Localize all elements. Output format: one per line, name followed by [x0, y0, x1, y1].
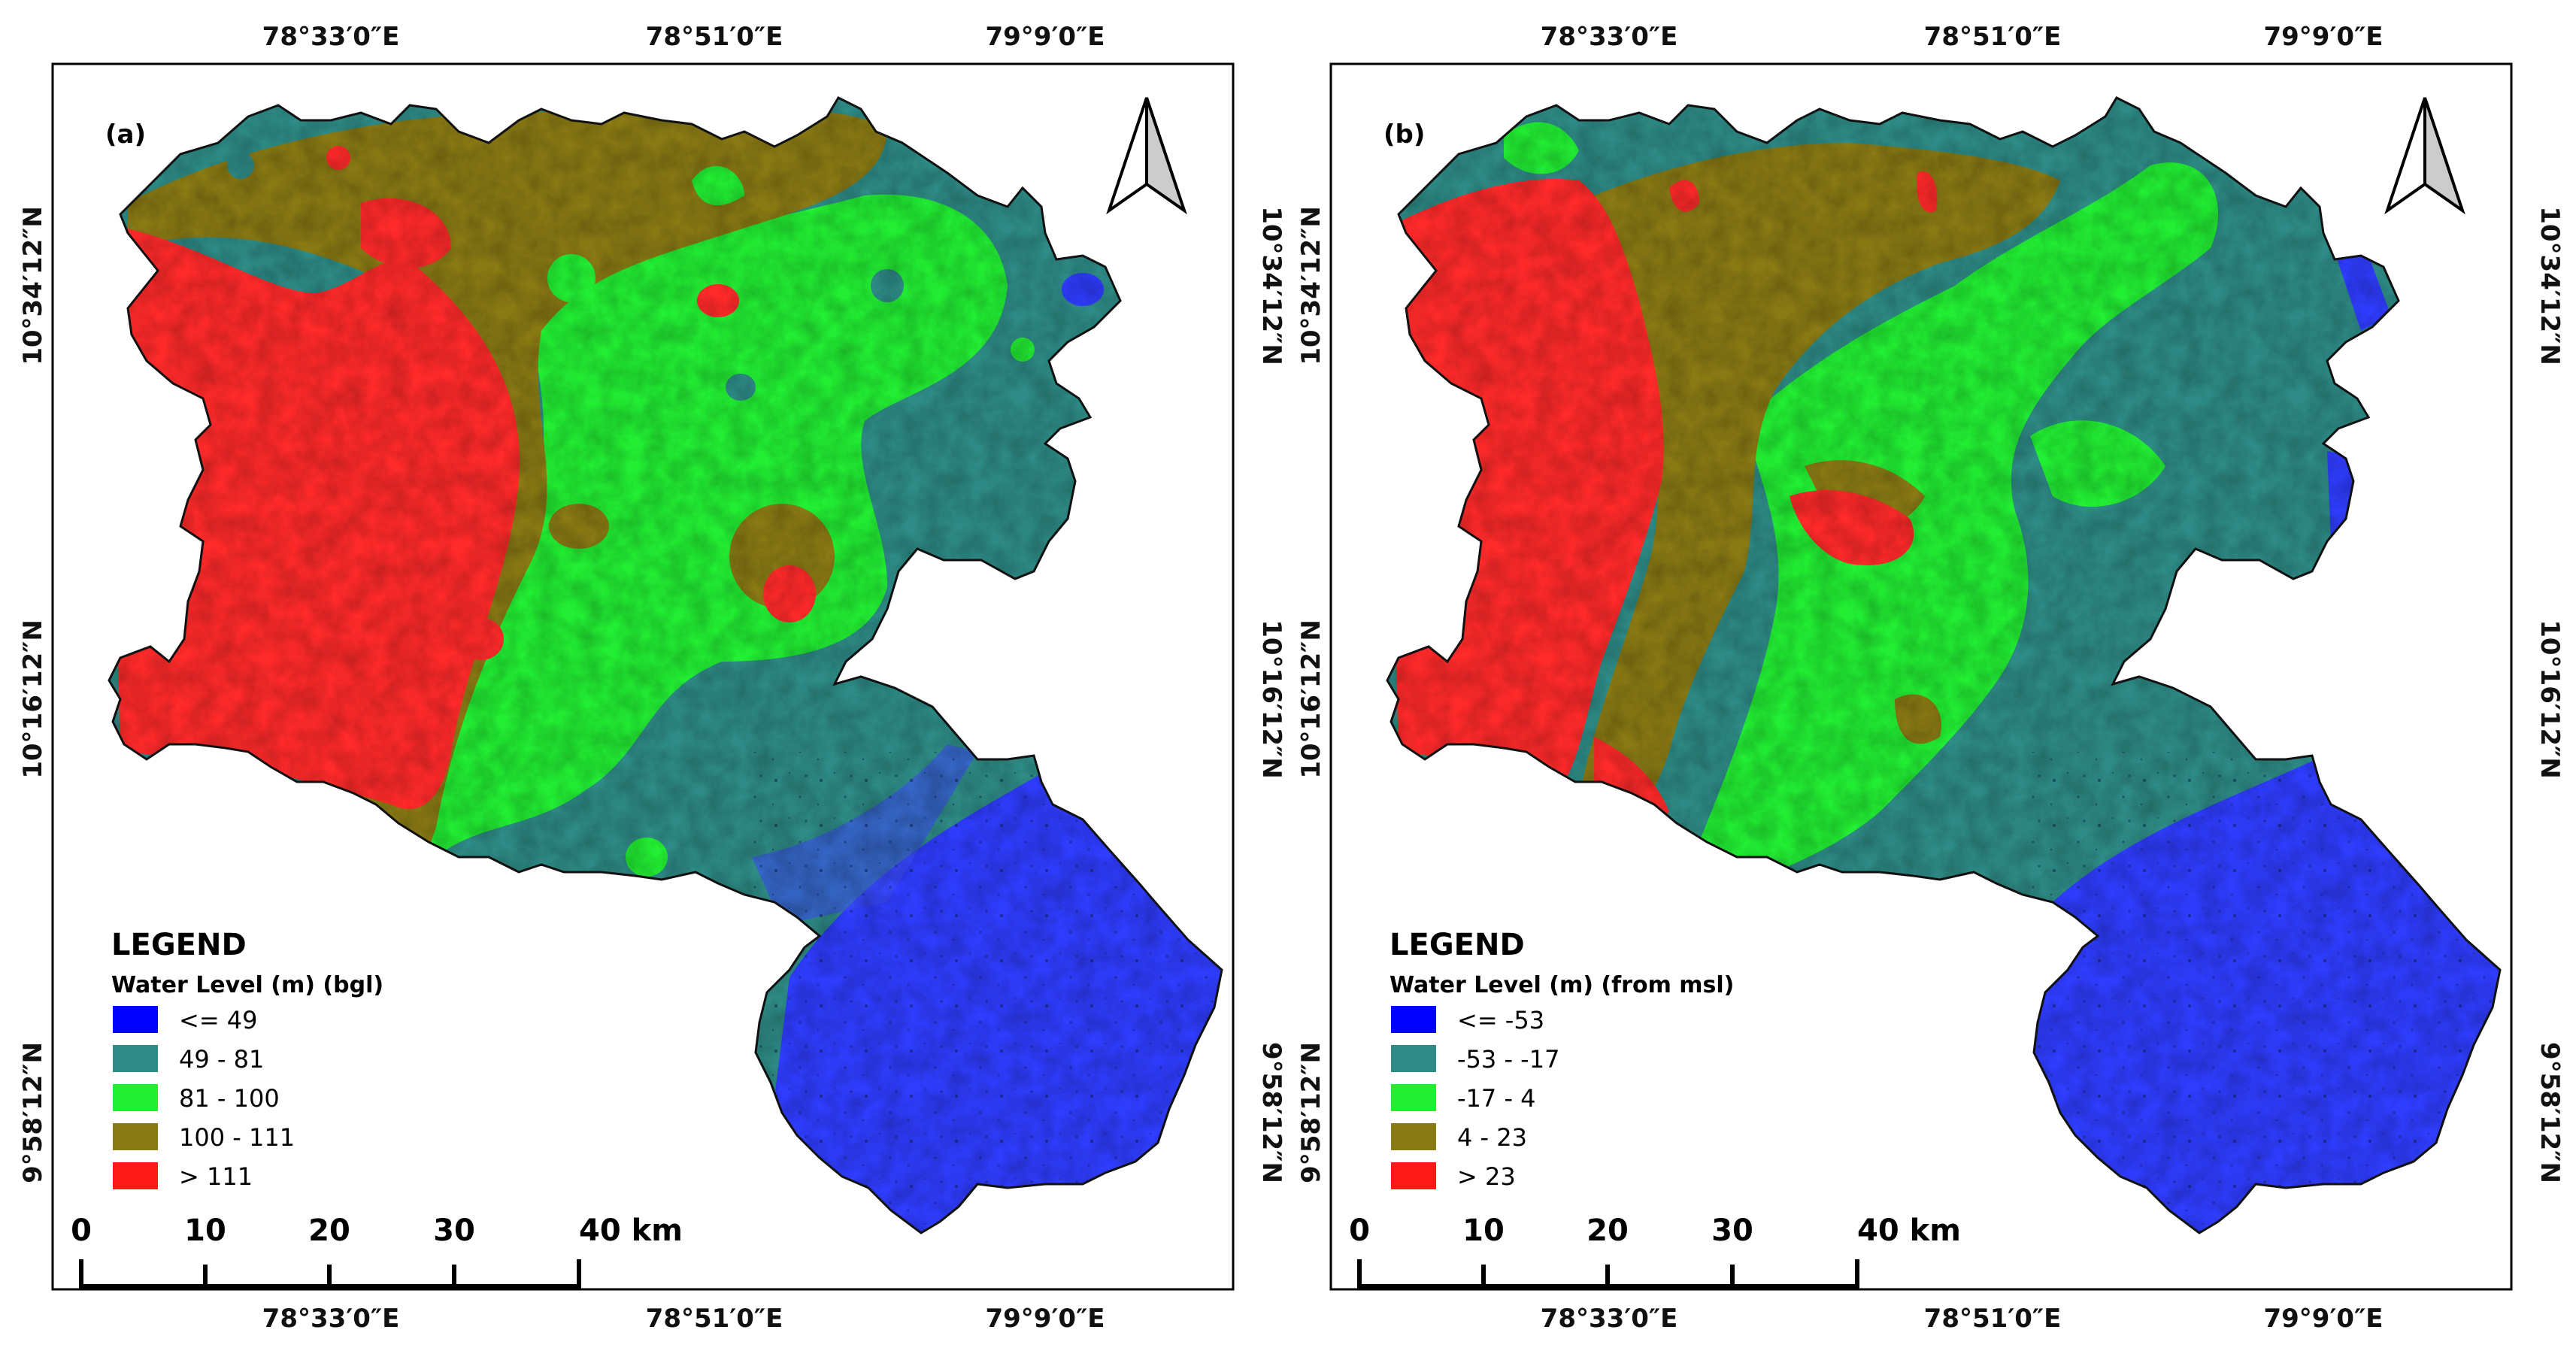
scale-bar: 0 10 20 30 40 km — [1349, 1213, 1961, 1290]
legend-swatch — [1391, 1006, 1436, 1033]
lon-label-top: 78°51′0″E — [1924, 22, 2062, 52]
legend-swatch — [1391, 1123, 1436, 1150]
lat-label-left: 10°34′12″N — [1296, 206, 1326, 365]
lat-label-right: 9°58′12″N — [1256, 1042, 1286, 1183]
scale-tick-label: 20 — [308, 1213, 350, 1248]
legend-swatch — [113, 1045, 158, 1072]
lat-label-left: 10°34′12″N — [18, 206, 48, 365]
north-arrow-icon — [1106, 97, 1187, 215]
legend-item: 81 - 100 — [113, 1084, 280, 1113]
legend-swatch — [113, 1006, 158, 1033]
lon-label-top: 78°51′0″E — [646, 22, 783, 52]
legend-item: <= 49 — [113, 1006, 258, 1034]
latitude-labels: 10°34′12″N 10°16′12″N 9°58′12″N 10°34′12… — [1296, 206, 2565, 1183]
lon-label-bottom: 78°51′0″E — [1924, 1304, 2062, 1334]
lon-label-top: 79°9′0″E — [2263, 22, 2383, 52]
legend-swatch — [1391, 1084, 1436, 1111]
scale-tick-label: 30 — [433, 1213, 475, 1248]
lon-label-bottom: 79°9′0″E — [985, 1304, 1105, 1334]
legend-label: > 111 — [179, 1162, 253, 1191]
lat-label-right: 10°34′12″N — [2535, 206, 2565, 365]
legend-label: > 23 — [1457, 1162, 1516, 1191]
legend-title: LEGEND — [1390, 928, 1525, 962]
legend: LEGEND Water Level (m) (bgl) <= 49 49 - … — [111, 928, 383, 1191]
scale-tick-label: 20 — [1587, 1213, 1629, 1248]
latitude-labels: 10°34′12″N 10°16′12″N 9°58′12″N 10°34′12… — [18, 206, 1286, 1183]
legend-title: LEGEND — [111, 928, 247, 962]
lon-label-bottom: 78°33′0″E — [262, 1304, 400, 1334]
lon-label-bottom: 78°51′0″E — [646, 1304, 783, 1334]
legend-subtitle: Water Level (m) (from msl) — [1390, 972, 1734, 998]
legend-label: 4 - 23 — [1457, 1123, 1527, 1152]
legend-label: 81 - 100 — [179, 1084, 280, 1113]
legend-item: 49 - 81 — [113, 1045, 264, 1074]
longitude-labels: 78°33′0″E 78°51′0″E 79°9′0″E 78°33′0″E 7… — [1541, 22, 2384, 1334]
legend-swatch — [113, 1084, 158, 1111]
legend-label: 100 - 111 — [179, 1123, 295, 1152]
lon-label-top: 78°33′0″E — [1541, 22, 1678, 52]
legend-item: 100 - 111 — [113, 1123, 295, 1152]
legend-swatch — [113, 1123, 158, 1150]
legend-label: <= 49 — [179, 1006, 258, 1034]
legend: LEGEND Water Level (m) (from msl) <= -53… — [1390, 928, 1734, 1191]
scale-tick-label: 40 km — [1857, 1213, 1961, 1248]
lon-label-top: 79°9′0″E — [985, 22, 1105, 52]
legend-label: <= -53 — [1457, 1006, 1544, 1034]
scale-tick-label: 0 — [1349, 1213, 1370, 1248]
legend-item: > 23 — [1391, 1162, 1516, 1191]
legend-subtitle: Water Level (m) (bgl) — [111, 972, 383, 998]
north-arrow-icon — [2384, 97, 2465, 215]
lat-label-right: 10°34′12″N — [1256, 206, 1286, 365]
legend-item: -17 - 4 — [1391, 1084, 1536, 1113]
lat-label-left: 10°16′12″N — [1296, 619, 1326, 779]
lat-label-right: 10°16′12″N — [1256, 619, 1286, 779]
legend-swatch — [113, 1162, 158, 1189]
legend-item: <= -53 — [1391, 1006, 1544, 1034]
lon-label-bottom: 78°33′0″E — [1541, 1304, 1678, 1334]
panel-label: (a) — [105, 120, 146, 150]
lat-label-right: 9°58′12″N — [2535, 1042, 2565, 1183]
longitude-labels: 78°33′0″E 78°51′0″E 79°9′0″E 78°33′0″E 7… — [262, 22, 1105, 1334]
legend-item: > 111 — [113, 1162, 253, 1191]
lat-label-right: 10°16′12″N — [2535, 619, 2565, 779]
map-panel-a: (a) LEGEND Water Level (m) (bgl) <= 49 4… — [18, 22, 1286, 1334]
lat-label-left: 10°16′12″N — [18, 619, 48, 779]
lat-label-left: 9°58′12″N — [18, 1042, 48, 1183]
map-panel-b: (b) LEGEND Water Level (m) (from msl) <=… — [1296, 22, 2565, 1334]
legend-label: -17 - 4 — [1457, 1084, 1536, 1113]
scale-tick-label: 30 — [1711, 1213, 1753, 1248]
scale-bar: 0 10 20 30 40 km — [71, 1213, 683, 1290]
panel-label: (b) — [1383, 120, 1425, 150]
scale-tick-label: 10 — [184, 1213, 226, 1248]
legend-item: 4 - 23 — [1391, 1123, 1527, 1152]
lon-label-bottom: 79°9′0″E — [2263, 1304, 2383, 1334]
legend-label: -53 - -17 — [1457, 1045, 1559, 1074]
legend-swatch — [1391, 1045, 1436, 1072]
scale-tick-label: 10 — [1462, 1213, 1505, 1248]
lon-label-top: 78°33′0″E — [262, 22, 400, 52]
lat-label-left: 9°58′12″N — [1296, 1042, 1326, 1183]
scale-tick-label: 0 — [71, 1213, 92, 1248]
legend-swatch — [1391, 1162, 1436, 1189]
scale-tick-label: 40 km — [579, 1213, 683, 1248]
legend-label: 49 - 81 — [179, 1045, 264, 1074]
legend-item: -53 - -17 — [1391, 1045, 1559, 1074]
